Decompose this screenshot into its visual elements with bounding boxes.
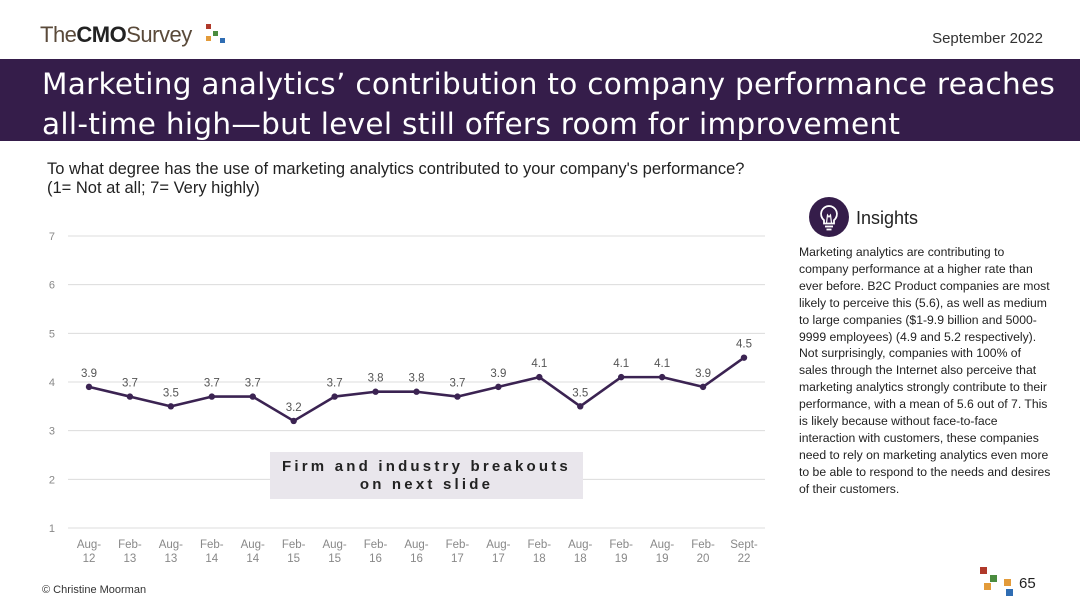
data-label: 3.7: [204, 378, 220, 390]
cmo-survey-logo: TheCMOSurvey: [40, 22, 225, 48]
data-point: [331, 393, 338, 400]
x-tick-label: Aug-12: [77, 539, 101, 565]
data-label: 3.5: [163, 387, 179, 399]
data-label: 3.9: [81, 368, 97, 380]
data-point: [658, 373, 666, 381]
data-point: [617, 373, 625, 381]
x-tick-label: Feb-13: [118, 539, 142, 565]
data-point: [699, 383, 707, 391]
logo-dots-icon: [204, 22, 234, 48]
page-title: Marketing analytics’ contribution to com…: [42, 67, 1056, 141]
data-label: 4.1: [531, 358, 547, 370]
report-date: September 2022: [932, 30, 1043, 47]
y-tick-label: 4: [49, 377, 55, 389]
data-point: [536, 373, 543, 381]
data-point: [85, 383, 93, 391]
x-tick-label: Feb-20: [691, 539, 715, 565]
x-tick-label: Feb-16: [364, 539, 388, 565]
y-tick-label: 5: [49, 328, 55, 340]
survey-question: To what degree has the use of marketing …: [47, 160, 744, 198]
x-tick-label: Feb-19: [609, 539, 633, 565]
data-label: 3.7: [122, 378, 138, 390]
data-label: 4.5: [736, 339, 752, 351]
data-point: [249, 393, 256, 400]
data-label: 3.2: [286, 402, 302, 414]
x-tick-label: Aug-18: [568, 539, 592, 565]
logo-suffix: Survey: [126, 22, 192, 47]
logo-bold: CMO: [76, 22, 127, 47]
x-tick-label: Aug-17: [486, 539, 510, 565]
y-tick-label: 6: [49, 280, 55, 292]
data-point: [167, 403, 175, 410]
x-tick-label: Sept-22: [730, 539, 758, 565]
insights-heading: Insights: [856, 208, 919, 228]
data-label: 4.1: [613, 358, 629, 370]
y-tick-label: 2: [49, 474, 55, 486]
data-label: 4.1: [654, 358, 670, 370]
copyright: © Christine Moorman: [42, 584, 147, 596]
data-label: 3.7: [449, 378, 465, 390]
data-label: 3.9: [695, 368, 711, 380]
data-point: [290, 417, 297, 425]
x-tick-label: Feb-15: [282, 539, 306, 565]
data-point: [126, 393, 134, 400]
y-tick-label: 7: [49, 231, 55, 243]
x-tick-label: Aug-15: [322, 539, 346, 565]
data-label: 3.8: [368, 373, 384, 385]
data-label: 3.7: [245, 378, 261, 390]
insights-text: Marketing analytics are contributing to …: [799, 245, 1051, 496]
x-tick-label: Aug-19: [650, 539, 674, 565]
logo-prefix: The: [40, 22, 77, 47]
data-point: [740, 354, 748, 361]
data-point: [495, 383, 502, 391]
title-banner: Marketing analytics’ contribution to com…: [0, 59, 1080, 141]
x-tick-label: Aug-16: [404, 539, 428, 565]
data-point: [454, 393, 461, 400]
data-label: 3.5: [572, 387, 588, 399]
x-tick-label: Aug-13: [159, 539, 183, 565]
data-label: 3.9: [490, 368, 506, 380]
lightbulb-icon: [809, 197, 849, 237]
x-tick-label: Aug-14: [241, 539, 265, 565]
data-label: 3.7: [327, 378, 343, 390]
footer-dots-icon: [980, 567, 1016, 597]
y-tick-label: 1: [49, 523, 55, 535]
x-tick-label: Feb-18: [527, 539, 551, 565]
page-number: 65: [1019, 575, 1036, 592]
data-point: [372, 388, 379, 395]
data-point: [577, 403, 584, 410]
x-tick-label: Feb-14: [200, 539, 224, 565]
breakout-note: Firm and industry breakouts on next slid…: [270, 452, 583, 499]
question-line-1: To what degree has the use of marketing …: [47, 160, 745, 178]
data-point: [413, 388, 420, 395]
x-tick-label: Feb-17: [446, 539, 470, 565]
data-point: [208, 393, 216, 400]
y-tick-label: 3: [49, 426, 55, 438]
data-label: 3.8: [409, 373, 425, 385]
question-line-2: (1= Not at all; 7= Very highly): [47, 179, 260, 197]
